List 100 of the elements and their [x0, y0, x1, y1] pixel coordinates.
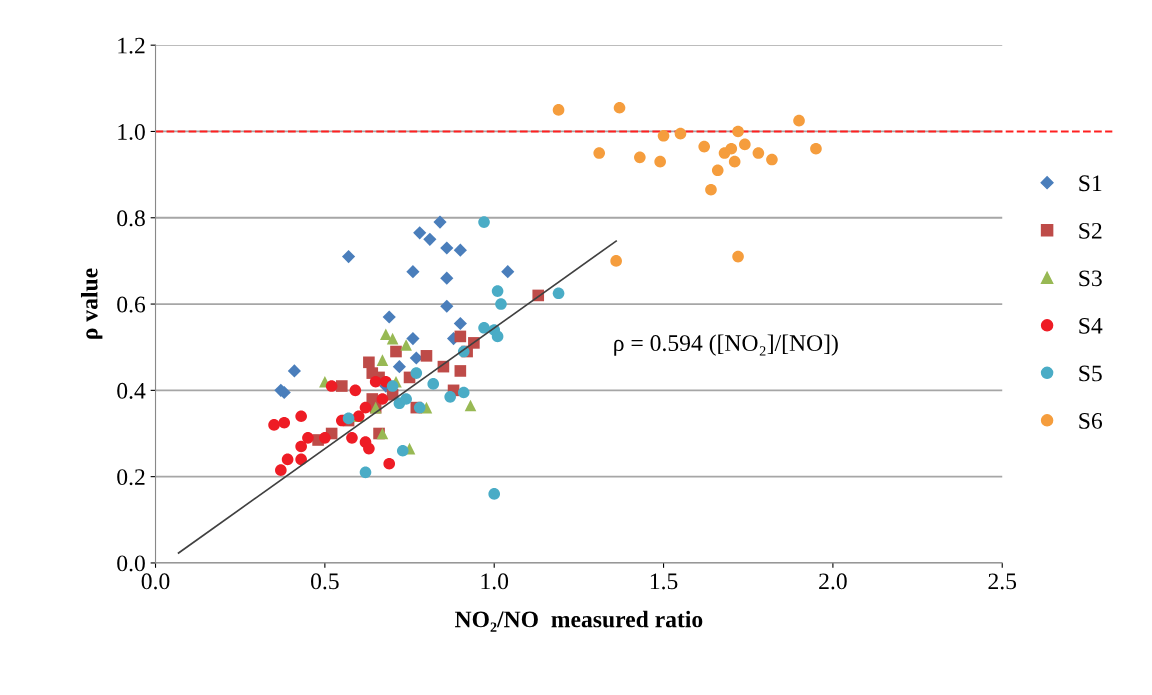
point	[440, 271, 454, 285]
point	[810, 142, 822, 155]
point	[752, 147, 765, 159]
point	[369, 375, 382, 388]
legend-label: S6	[1079, 413, 1103, 429]
point	[674, 127, 687, 140]
point	[501, 265, 515, 279]
point	[363, 356, 375, 369]
point	[390, 345, 402, 358]
point	[396, 444, 409, 457]
y-axis-title: ρ value	[80, 268, 103, 339]
point	[413, 226, 427, 240]
point	[392, 360, 406, 374]
point	[380, 328, 392, 341]
point	[464, 399, 477, 412]
point	[793, 114, 805, 127]
legend-label: S3	[1079, 270, 1102, 287]
point	[491, 330, 504, 343]
point	[613, 101, 626, 114]
point	[657, 129, 670, 142]
x-tick-label: 0.0	[141, 573, 170, 590]
point	[406, 265, 420, 279]
point	[319, 432, 331, 444]
point	[488, 488, 501, 500]
point	[478, 216, 490, 228]
point	[275, 464, 287, 476]
point	[495, 298, 507, 310]
legend-label: S2	[1079, 222, 1102, 239]
point	[711, 164, 724, 177]
point	[410, 367, 423, 379]
x-tick-label: 1.0	[481, 573, 509, 590]
point	[268, 419, 280, 431]
point	[383, 457, 396, 470]
point	[363, 442, 375, 455]
point	[376, 393, 389, 405]
point	[732, 125, 744, 138]
point	[732, 250, 744, 263]
annotation: ρ = 0.594 ([NO₂]/[NO])	[614, 334, 838, 356]
point	[376, 427, 389, 440]
point	[400, 339, 412, 351]
point	[433, 215, 447, 229]
point	[382, 310, 396, 324]
y-tick-label: 1.0	[118, 123, 145, 140]
point	[341, 250, 356, 264]
point	[705, 183, 717, 196]
point	[739, 138, 751, 151]
point	[281, 453, 294, 466]
point	[654, 155, 666, 168]
point	[634, 151, 646, 164]
y-tick-label: 0.2	[117, 469, 145, 486]
y-tick-label: 0.6	[117, 296, 146, 313]
point	[359, 401, 372, 414]
point	[454, 330, 467, 343]
point	[349, 384, 362, 397]
point	[376, 354, 389, 366]
point	[420, 350, 433, 362]
point	[386, 332, 399, 345]
point	[728, 155, 741, 168]
x-tick-label: 2.0	[819, 573, 847, 590]
point	[766, 153, 778, 166]
x-axis-title: NO₂/NO measured ratio	[455, 610, 703, 632]
point	[610, 255, 622, 267]
point	[295, 440, 307, 453]
x-tick-label: 2.5	[988, 573, 1017, 590]
point	[400, 393, 412, 405]
point	[440, 241, 454, 255]
point	[440, 299, 454, 313]
point	[302, 432, 314, 444]
point	[552, 287, 565, 300]
point	[593, 147, 606, 159]
legend-label: S4	[1079, 317, 1103, 334]
y-tick-label: 0.4	[117, 382, 146, 399]
x-tick-label: 0.5	[311, 573, 339, 590]
point	[359, 466, 372, 479]
point	[278, 416, 291, 429]
point	[346, 432, 358, 444]
point	[423, 232, 437, 246]
point	[427, 378, 440, 390]
y-tick-label: 0.8	[117, 210, 145, 227]
legend-label: S5	[1079, 365, 1102, 382]
point	[444, 391, 456, 403]
point	[386, 380, 399, 392]
point	[325, 380, 338, 392]
point	[457, 386, 470, 399]
point	[552, 104, 565, 116]
point	[287, 364, 301, 378]
point	[453, 243, 467, 257]
point	[698, 140, 710, 153]
point	[725, 142, 738, 155]
legend-label: S1	[1079, 175, 1102, 192]
point	[478, 321, 490, 334]
point	[409, 351, 423, 365]
x-tick-label: 1.5	[650, 573, 678, 590]
y-tick-label: 0.0	[117, 555, 145, 572]
point	[491, 285, 504, 297]
y-tick-label: 1.2	[118, 37, 145, 54]
point	[406, 331, 420, 346]
point	[295, 410, 307, 423]
point	[454, 365, 467, 377]
point	[335, 380, 348, 392]
